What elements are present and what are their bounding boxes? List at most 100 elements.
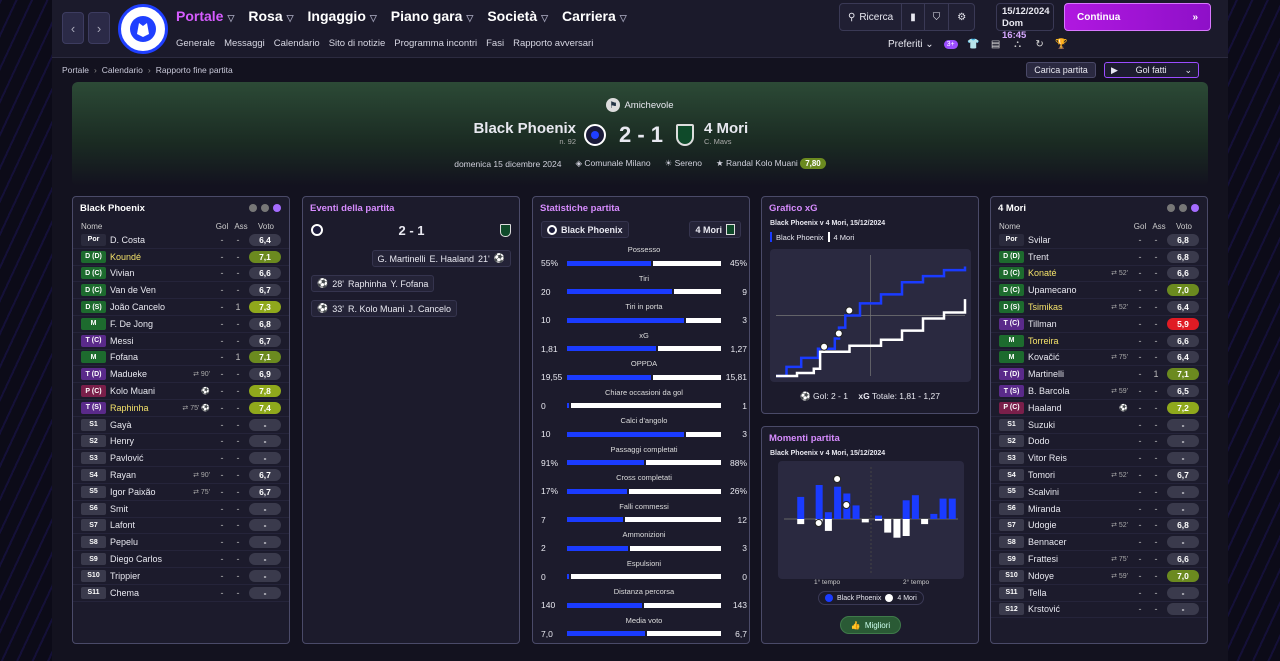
view-toggle[interactable] [1167,204,1199,212]
player-name[interactable]: Rayan [110,470,137,481]
col-goals[interactable]: Gol [215,221,229,231]
player-row[interactable]: S4 Tomori ⇄ 52' - -6,7 [991,467,1207,484]
subnav-calendario[interactable]: Calendario [273,38,320,49]
player-name[interactable]: Konaté [1028,268,1057,279]
player-name[interactable]: Upamecano [1028,285,1077,296]
subnav-programma-incontri[interactable]: Programma incontri [394,38,478,49]
player-name[interactable]: Krstović [1028,604,1061,615]
forward-button[interactable]: › [88,12,110,44]
player-row[interactable]: S10 Trippier - - - [73,568,289,585]
player-name[interactable]: Igor Paixão [110,486,156,497]
dot-icon[interactable] [1191,204,1199,212]
back-button[interactable]: ‹ [62,12,84,44]
col-goals[interactable]: Gol [1133,221,1147,231]
nav-rosa[interactable]: Rosa ▽ [248,8,294,24]
col-assists[interactable]: Ass [1152,221,1166,231]
player-row[interactable]: T (S) Raphinha ⇄ 75' ⚽ - -7,4 [73,400,289,417]
player-row[interactable]: D (C) Konaté ⇄ 52' - -6,6 [991,266,1207,283]
dot-icon[interactable] [1167,204,1175,212]
home-team[interactable]: Black Phoenix n. 92 [473,120,576,146]
subnav-sito-notizie[interactable]: Sito di notizie [328,38,386,49]
col-name[interactable]: Nome [999,221,1021,231]
load-match-button[interactable]: Carica partita [1026,62,1096,78]
away-team[interactable]: 4 Mori C. Mavs [704,120,748,146]
dot-icon[interactable] [261,204,269,212]
goals-filter-dropdown[interactable]: ▶ Gol fatti ⌄ [1104,62,1199,78]
player-name[interactable]: Diego Carlos [110,554,163,565]
breadcrumb-calendario[interactable]: Calendario [101,65,143,75]
player-row[interactable]: S8 Pepelu - - - [73,534,289,552]
player-row[interactable]: S6 Smit - - - [73,501,289,518]
player-row[interactable]: S11 Chema - - - [73,585,289,602]
settings-button[interactable]: ⚙ [949,4,974,30]
player-name[interactable]: Gayà [110,419,132,430]
player-name[interactable]: Messi [110,335,134,346]
player-name[interactable]: Svilar [1028,234,1051,245]
player-row[interactable]: M Torreira - -6,6 [991,333,1207,350]
player-row[interactable]: S9 Diego Carlos - - - [73,551,289,568]
player-name[interactable]: F. De Jong [110,318,154,329]
player-row[interactable]: T (S) B. Barcola ⇄ 59' - -6,5 [991,383,1207,400]
player-name[interactable]: Bennacer [1028,537,1067,548]
club-button[interactable]: ⛉ [925,4,950,30]
clipboard-icon[interactable]: ▤ [990,38,1001,50]
search-button[interactable]: ⚲ Ricerca [840,4,903,30]
player-name[interactable]: Lafont [110,520,136,531]
player-name[interactable]: Tella [1028,587,1047,598]
player-row[interactable]: Por D. Costa - -6,4 [73,232,289,249]
player-name[interactable]: Koundé [110,251,142,262]
player-row[interactable]: T (C) Tillman - -5,9 [991,316,1207,333]
player-row[interactable]: S5 Igor Paixão ⇄ 75' - -6,7 [73,484,289,501]
col-assists[interactable]: Ass [234,221,248,231]
player-row[interactable]: S1 Suzuki - - - [991,417,1207,434]
player-row[interactable]: P (C) Kolo Muani ⚽ - -7,8 [73,383,289,400]
player-name[interactable]: Madueke [110,369,148,380]
player-row[interactable]: S7 Udogie ⇄ 52' - -6,8 [991,518,1207,535]
player-row[interactable]: P (C) Haaland ⚽ - -7,2 [991,400,1207,417]
player-name[interactable]: Frattesi [1028,554,1059,565]
player-row[interactable]: D (C) Upamecano - -7,0 [991,282,1207,300]
player-name[interactable]: Pavlović [110,453,144,464]
player-row[interactable]: M Fofana -1 7,1 [73,350,289,367]
col-name[interactable]: Nome [81,221,103,231]
man-of-the-match[interactable]: ★ Randal Kolo Muani 7,80 [716,158,826,169]
player-name[interactable]: Kolo Muani [110,386,156,397]
player-name[interactable]: Tomori [1028,470,1056,481]
player-name[interactable]: Henry [110,436,135,447]
notification-badge[interactable]: 3+ [943,39,958,49]
player-name[interactable]: Suzuki [1028,419,1056,430]
player-row[interactable]: S12 Krstović - - - [991,602,1207,619]
player-row[interactable]: D (S) João Cancelo -1 7,3 [73,299,289,316]
player-row[interactable]: S6 Miranda - - - [991,501,1207,518]
player-name[interactable]: Scalvini [1028,486,1060,497]
player-row[interactable]: S8 Bennacer - - - [991,534,1207,552]
breadcrumb-portale[interactable]: Portale [62,65,89,75]
favorites-dropdown[interactable]: Preferiti ⌄ [888,38,934,50]
refresh-icon[interactable]: ↻ [1035,38,1044,50]
dot-icon[interactable] [273,204,281,212]
subnav-fasi[interactable]: Fasi [486,38,505,49]
player-name[interactable]: Kovačić [1028,352,1060,363]
shirt-icon[interactable]: 👕 [967,38,980,50]
player-row[interactable]: M Kovačić ⇄ 75' - -6,4 [991,350,1207,367]
best-moments-button[interactable]: 👍 Migliori [840,616,901,634]
player-row[interactable]: T (C) Messi - -6,7 [73,333,289,350]
player-row[interactable]: S3 Vitor Reis - - - [991,450,1207,468]
player-name[interactable]: Haaland [1028,402,1062,413]
goal-event[interactable]: ⚽ 28' Raphinha Y. Fofana [311,275,435,292]
nav-ingaggio[interactable]: Ingaggio ▽ [307,8,377,24]
subnav-messaggi[interactable]: Messaggi [224,38,265,49]
player-row[interactable]: D (D) Koundé - -7,1 [73,249,289,266]
dot-icon[interactable] [1179,204,1187,212]
player-row[interactable]: D (D) Trent - -6,8 [991,249,1207,266]
player-name[interactable]: Van de Ven [110,285,156,296]
player-row[interactable]: Por Svilar - -6,8 [991,232,1207,249]
tactics-icon[interactable]: ⛬ [1014,38,1022,50]
goal-event[interactable]: ⚽ 33' R. Kolo Muani J. Cancelo [311,300,458,317]
player-name[interactable]: Pepelu [110,537,139,548]
player-name[interactable]: B. Barcola [1028,386,1070,397]
player-name[interactable]: Miranda [1028,503,1061,514]
player-row[interactable]: S11 Tella - - - [991,585,1207,602]
player-row[interactable]: S2 Dodo - - - [991,434,1207,451]
continue-button[interactable]: Continua » [1064,3,1211,31]
